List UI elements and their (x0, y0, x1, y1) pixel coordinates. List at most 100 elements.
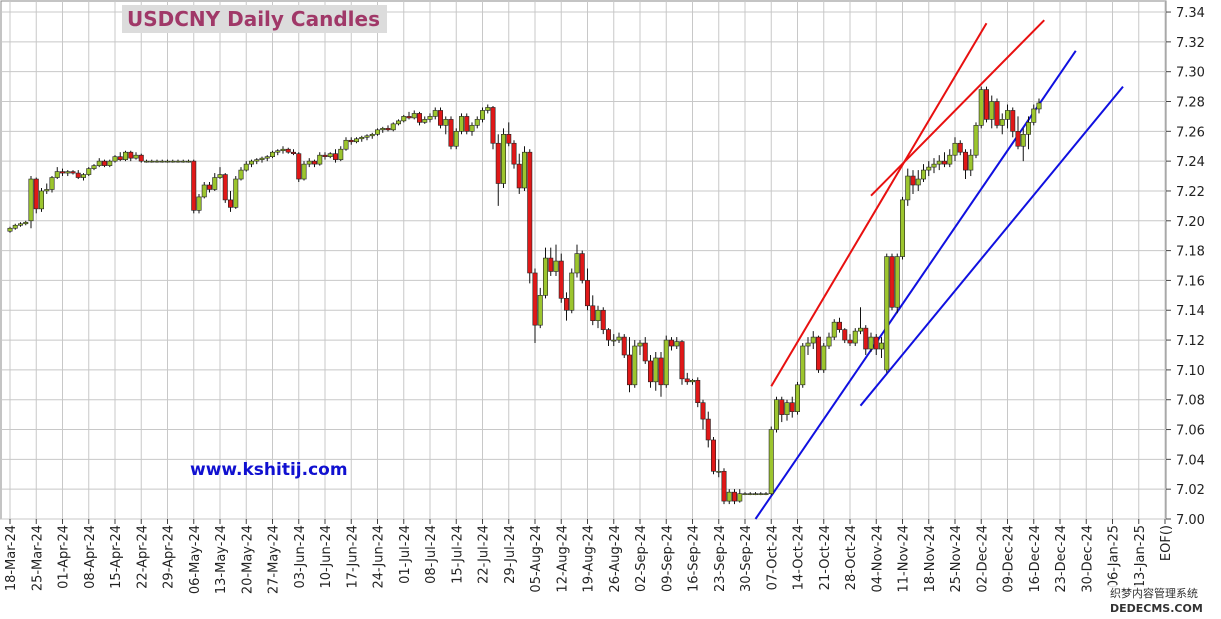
candle-body (758, 493, 764, 495)
x-tick-label: 27-May-24 (267, 525, 282, 594)
x-tick-label: 29-Apr-24 (162, 525, 177, 589)
x-tick-label: 22-Jul-24 (477, 525, 492, 584)
candle-body (81, 174, 87, 178)
candle-body (254, 159, 260, 162)
candle-body (212, 177, 218, 190)
candle-body (359, 136, 365, 140)
candle-body (695, 380, 701, 403)
candle-body (443, 119, 449, 126)
candle-body (17, 223, 23, 226)
candle-body (422, 119, 428, 123)
candle-body (836, 321, 842, 330)
y-tick-label: 7.08 (1176, 394, 1205, 409)
candle-body (59, 171, 65, 174)
y-tick-label: 7.30 (1176, 66, 1205, 81)
candle-body (784, 402, 790, 415)
candle-body (805, 342, 811, 347)
candle-body (474, 119, 480, 126)
candle-body (306, 160, 312, 165)
candle-body (821, 345, 827, 371)
trend-line (859, 85, 1124, 407)
candle-body (1004, 110, 1010, 120)
candle-body (847, 339, 853, 344)
y-tick-label: 7.12 (1176, 334, 1205, 349)
candle-body (737, 493, 743, 502)
candle-body (380, 128, 386, 131)
candle-body (726, 491, 732, 502)
candle-body (343, 139, 349, 150)
candle-body (600, 309, 606, 330)
candle-body (154, 160, 160, 163)
corner-mark: 织梦内容管理系统 (1110, 586, 1198, 600)
trend-line (770, 22, 988, 387)
candle-body (768, 429, 774, 494)
candle-body (668, 339, 674, 347)
x-tick-label: 08-Jul-24 (424, 525, 439, 584)
candle-body (920, 169, 926, 180)
x-tick-label: 13-Jan-25 (1133, 525, 1148, 588)
candle-body (112, 156, 118, 162)
candle-body (521, 151, 527, 189)
candle-body (852, 330, 858, 344)
candle-body (878, 342, 884, 350)
candle-body (815, 336, 821, 371)
x-tick-label: 09-Sep-24 (660, 525, 675, 592)
y-tick-label: 7.34 (1176, 6, 1205, 21)
candle-body (107, 160, 113, 166)
candle-body (217, 174, 223, 178)
candle-body (75, 172, 81, 178)
candle-body (338, 148, 344, 160)
x-tick-label: 06-Jan-25 (1107, 525, 1122, 588)
candle-body (91, 165, 97, 169)
candle-body (863, 327, 869, 350)
candle-body (453, 131, 459, 147)
candle-body (989, 101, 995, 120)
x-tick-label: 25-Nov-24 (949, 525, 964, 593)
candle-body (873, 336, 879, 350)
candle-body (369, 134, 375, 137)
candle-body (327, 153, 333, 157)
x-tick-label: 08-Apr-24 (83, 525, 98, 589)
candle-body (910, 175, 916, 186)
candle-body (616, 336, 622, 341)
x-tick-label: 26-Aug-24 (608, 525, 623, 593)
candle-body (794, 384, 800, 412)
candle-body (364, 135, 370, 138)
candle-body (705, 418, 711, 441)
y-tick-label: 7.28 (1176, 95, 1205, 110)
candle-body (322, 154, 328, 157)
x-tick-label: 04-Nov-24 (870, 525, 885, 593)
chart-title: USDCNY Daily Candles (127, 7, 380, 31)
candle-body (495, 142, 501, 184)
candle-body (710, 439, 716, 472)
candle-body (500, 134, 506, 184)
candle-body (752, 493, 758, 495)
candle-body (117, 156, 123, 160)
candle-body (38, 190, 44, 210)
candle-body (401, 116, 407, 122)
candle-body (679, 341, 685, 380)
x-tick-label: 30-Sep-24 (739, 525, 754, 592)
y-tick-label: 7.22 (1176, 185, 1205, 200)
candle-body (532, 272, 538, 326)
x-tick-label: 03-Jun-24 (293, 525, 308, 589)
candle-body (632, 345, 638, 386)
candle-body (427, 116, 433, 120)
candle-body (437, 110, 443, 126)
candle-body (269, 151, 275, 157)
candle-body (191, 160, 197, 211)
candle-body (941, 160, 947, 165)
candle-body (590, 305, 596, 321)
candle-body (826, 336, 832, 347)
candle-body (506, 134, 512, 144)
x-tick-label: 07-Oct-24 (765, 525, 780, 590)
candle-body (742, 493, 748, 495)
candle-body (931, 163, 937, 168)
x-tick-label: EOF() (1159, 525, 1174, 561)
candle-body (280, 148, 286, 152)
candle-body (12, 224, 18, 229)
candle-body (395, 120, 401, 125)
candle-body (936, 160, 942, 165)
candle-body (595, 309, 601, 321)
